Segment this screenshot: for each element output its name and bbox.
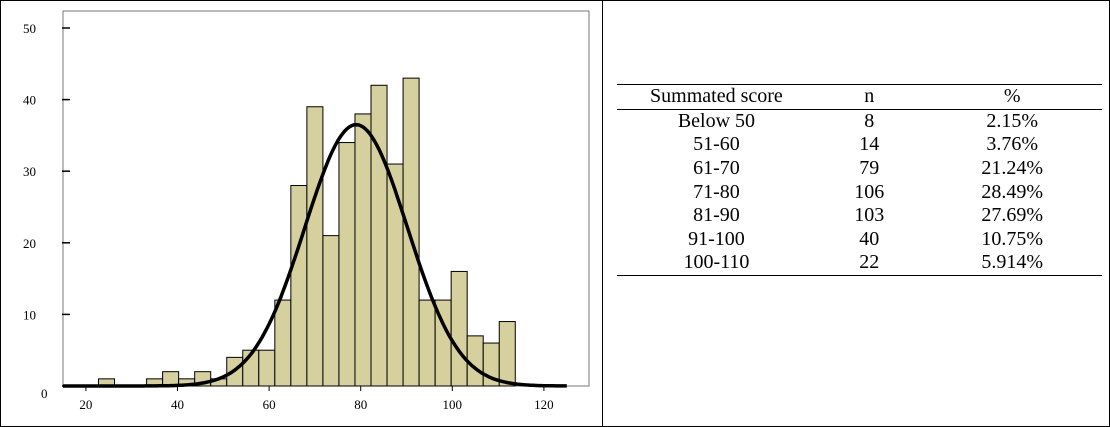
- table-header-row: Summated score n %: [617, 84, 1102, 110]
- y-tick-label: 30: [23, 164, 36, 179]
- cell-percent: 3.76%: [986, 133, 1039, 156]
- table-row: 100-110 22 5.914%: [617, 251, 1102, 276]
- x-tick-label: 60: [263, 397, 276, 412]
- histogram-cell: 0 10 20 30 40 50 20 40 60 80 100 120: [1, 1, 603, 426]
- cell-score-range: 81-90: [693, 204, 740, 227]
- histogram-bar: [338, 142, 356, 387]
- cell-n: 8: [864, 109, 875, 132]
- cell-score-range: 51-60: [693, 133, 740, 156]
- y-tick-label: 0: [41, 386, 48, 401]
- cell-n: 40: [859, 227, 880, 250]
- x-tick-label: 80: [354, 397, 367, 412]
- cell-percent: 27.69%: [981, 204, 1044, 227]
- y-tick-label: 20: [23, 236, 36, 251]
- y-tick-label: 40: [23, 93, 36, 108]
- header-n: n: [815, 84, 923, 110]
- cell-percent: 2.15%: [986, 109, 1039, 132]
- normal-curve: [63, 122, 567, 388]
- table-row: 51-60 14 3.76%: [617, 133, 1102, 157]
- x-tick-label: 40: [171, 397, 184, 412]
- cell-percent: 21.24%: [981, 157, 1044, 180]
- histogram-bar: [498, 321, 516, 387]
- table-row: 71-80 106 28.49%: [617, 180, 1102, 204]
- cell-score-range: 71-80: [693, 180, 740, 203]
- summated-score-table: Summated score n % Below 50 8 2.15% 51-6…: [617, 84, 1102, 276]
- x-tick-label: 20: [79, 397, 92, 412]
- cell-n: 14: [859, 133, 880, 156]
- histogram-bar: [354, 113, 372, 387]
- x-tick-label: 120: [534, 397, 554, 412]
- histogram-chart: 0 10 20 30 40 50 20 40 60 80 100 120: [23, 10, 590, 412]
- cell-n: 79: [859, 157, 880, 180]
- cell-percent: 5.914%: [922, 251, 1102, 276]
- header-summated-score: Summated score: [617, 84, 816, 110]
- cell-percent: 10.75%: [981, 227, 1044, 250]
- histogram-bar: [274, 299, 292, 387]
- y-tick-label: 10: [23, 307, 36, 322]
- x-tick-label: 100: [443, 397, 463, 412]
- histogram-bar: [402, 77, 420, 387]
- cell-n: 106: [854, 180, 885, 203]
- table-row: 91-100 40 10.75%: [617, 228, 1102, 252]
- histogram-bar: [306, 106, 324, 387]
- table-row: 81-90 103 27.69%: [617, 204, 1102, 228]
- cell-score-range: 91-100: [688, 227, 745, 250]
- cell-percent: 28.49%: [981, 180, 1044, 203]
- cell-n: 22: [815, 251, 923, 276]
- y-tick-label: 50: [23, 21, 36, 36]
- histogram-bar: [322, 235, 340, 387]
- cell-n: 103: [854, 204, 885, 227]
- histogram-bar: [386, 163, 404, 387]
- header-percent: %: [922, 84, 1102, 110]
- histogram-bar: [258, 349, 276, 387]
- cell-score-range: Below 50: [677, 109, 756, 132]
- cell-score-range: 100-110: [617, 251, 816, 276]
- histogram-bar: [290, 185, 308, 387]
- table-row: 61-70 79 21.24%: [617, 157, 1102, 181]
- table-row: Below 50 8 2.15%: [617, 109, 1102, 133]
- histogram-bar: [418, 299, 436, 387]
- histogram-bar: [370, 84, 388, 387]
- histogram-bar: [450, 270, 468, 387]
- cell-score-range: 61-70: [693, 157, 740, 180]
